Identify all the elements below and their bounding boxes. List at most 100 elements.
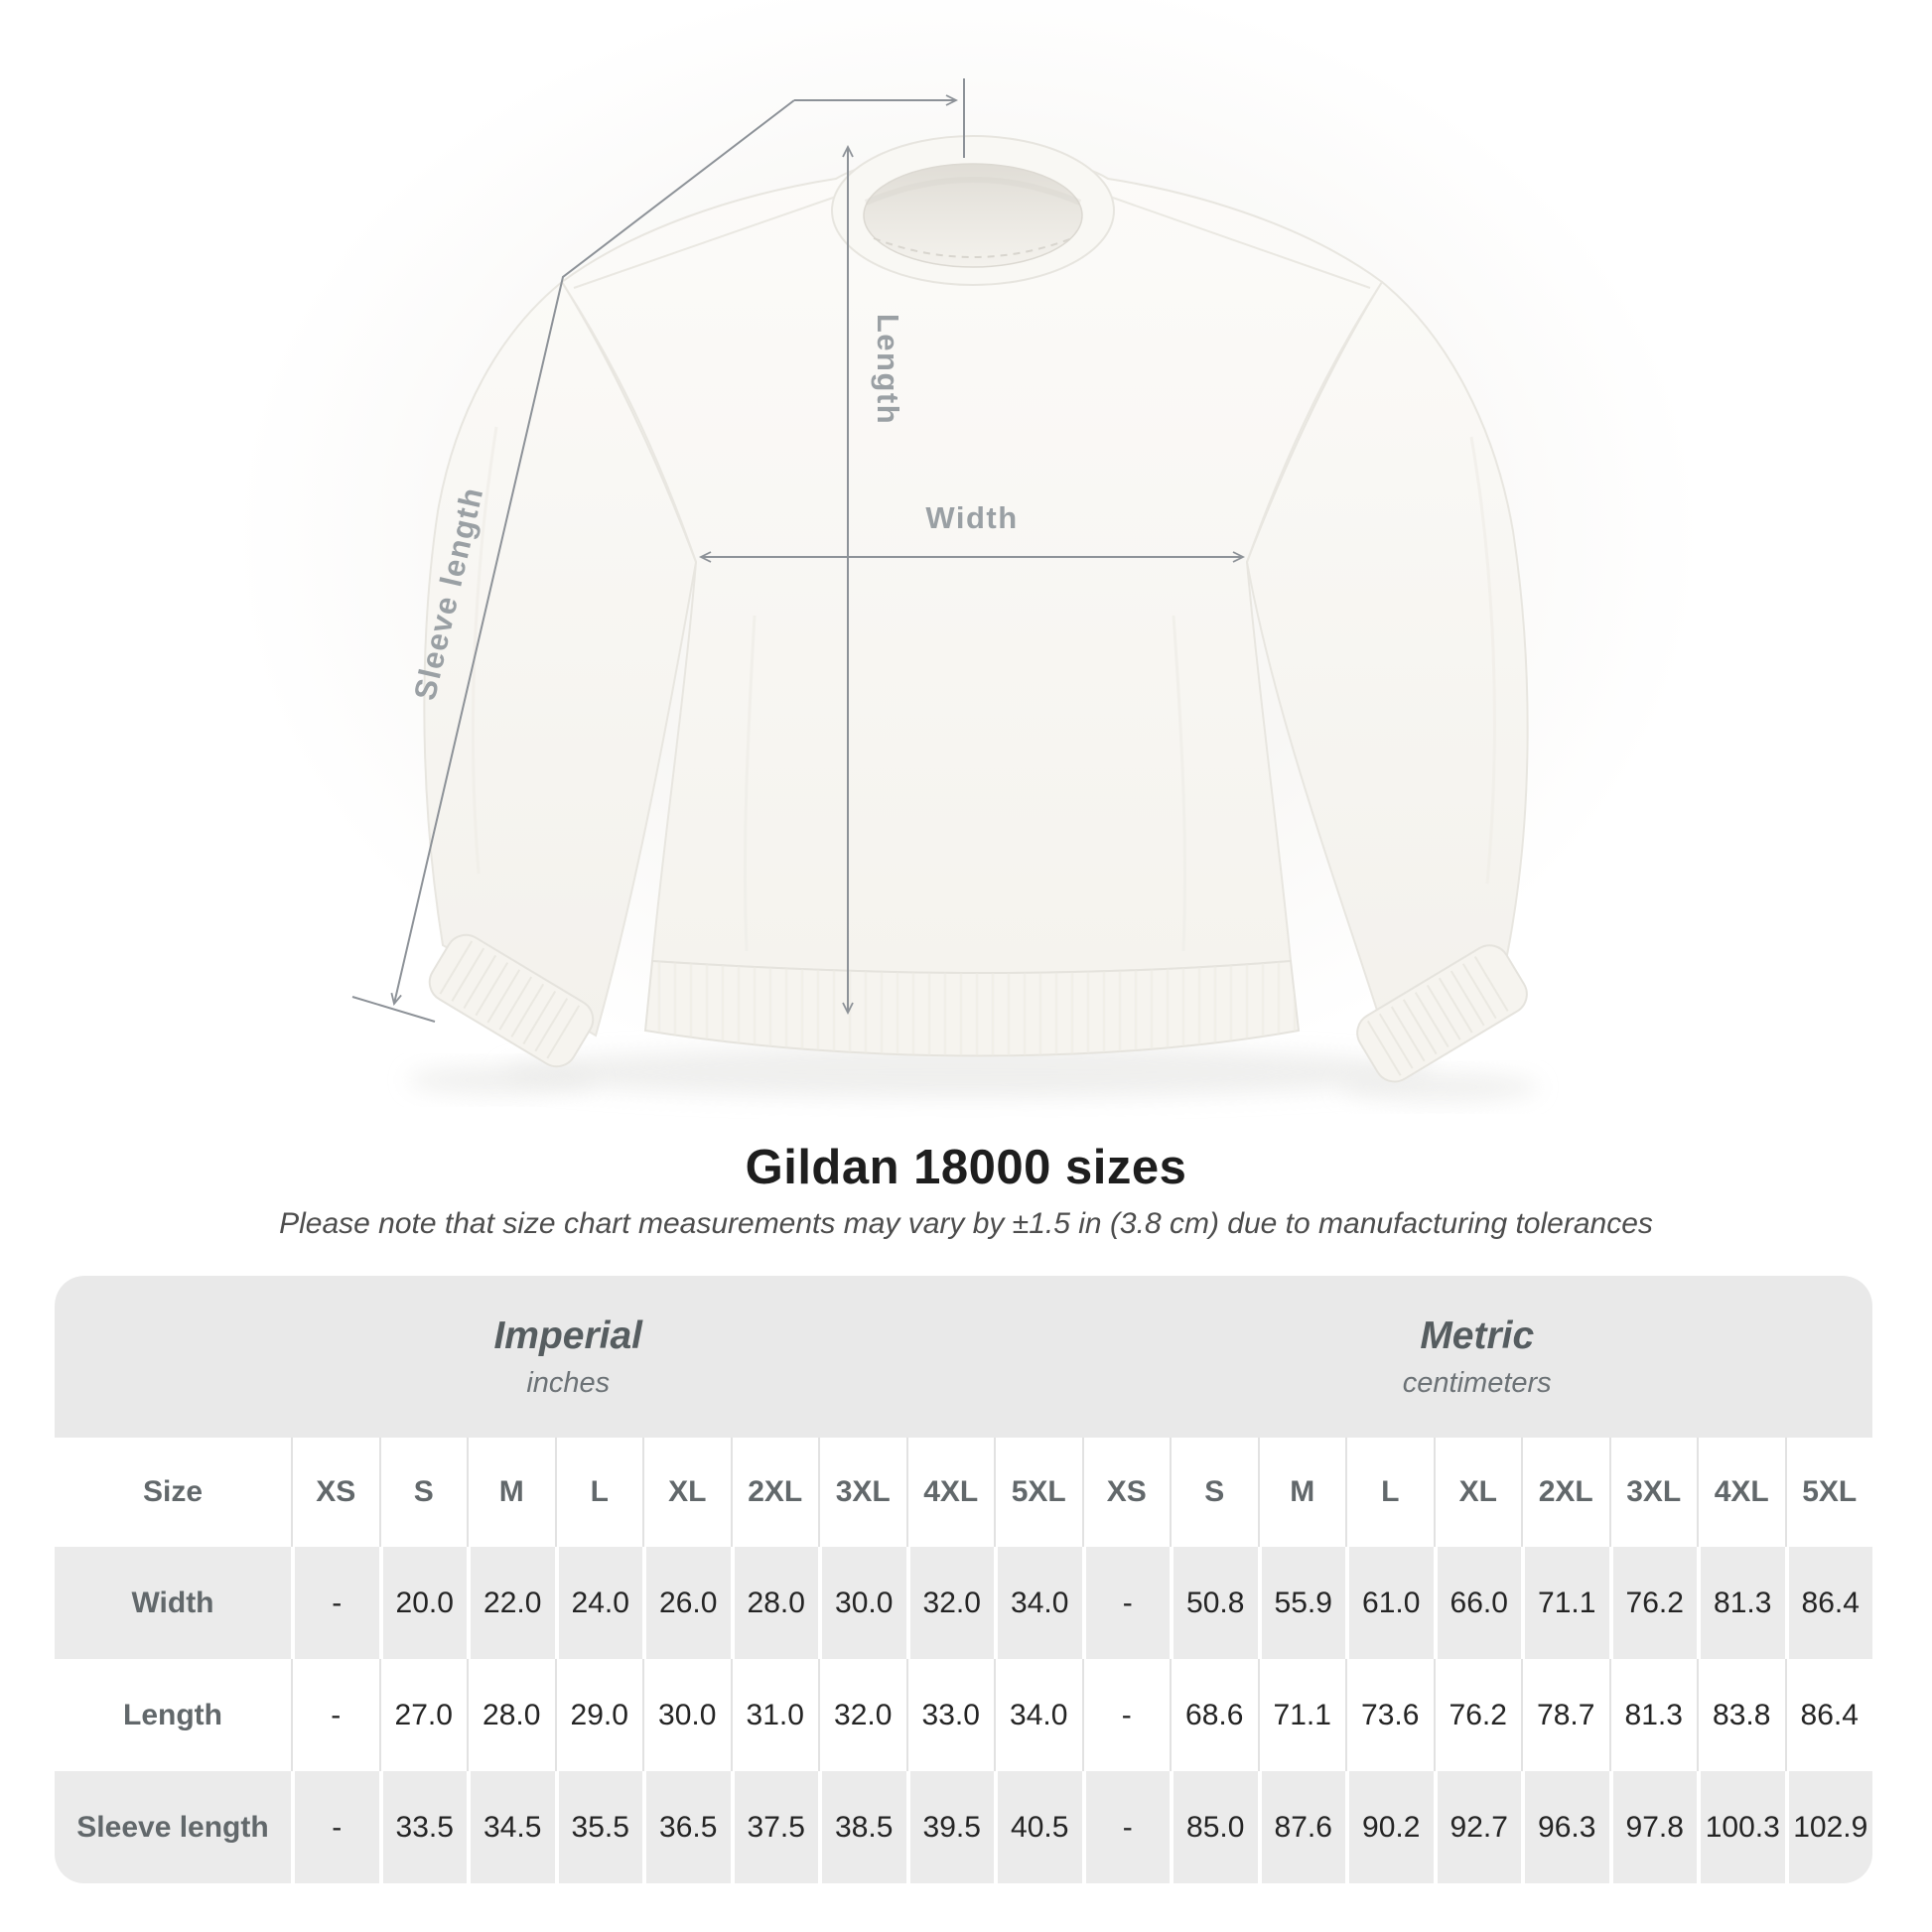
imperial-label: Imperial (493, 1313, 643, 1357)
cell: 50.8 (1170, 1547, 1258, 1659)
cell: 102.9 (1784, 1771, 1872, 1883)
cell: 76.2 (1608, 1547, 1697, 1659)
cell: - (291, 1547, 379, 1659)
unit-system-header-row: Imperial inches Metric centimeters (55, 1276, 1872, 1438)
cell: 30.0 (642, 1659, 731, 1771)
cell: 61.0 (1345, 1547, 1434, 1659)
cell: 32.0 (905, 1547, 994, 1659)
left-cuff (428, 933, 595, 1068)
cell: - (291, 1771, 379, 1883)
cell: 73.6 (1345, 1659, 1434, 1771)
page-title: Gildan 18000 sizes (745, 1141, 1187, 1194)
cell: 40.5 (994, 1771, 1082, 1883)
metric-section-header: Metric centimeters (1081, 1276, 1872, 1438)
cell: 55.9 (1257, 1547, 1345, 1659)
collar (831, 135, 1115, 286)
size-header-imperial-4xl: 4XL (905, 1438, 995, 1547)
cell: - (1081, 1547, 1170, 1659)
cell: 33.5 (378, 1771, 467, 1883)
table-row-length: Length - 27.0 28.0 29.0 30.0 31.0 32.0 3… (55, 1659, 1872, 1771)
cell: 96.3 (1521, 1771, 1609, 1883)
cell: 90.2 (1345, 1771, 1434, 1883)
length-label: Length (871, 314, 905, 425)
cell: 20.0 (378, 1547, 467, 1659)
cell: 66.0 (1433, 1547, 1521, 1659)
cell: 71.1 (1521, 1547, 1609, 1659)
cell: 34.0 (994, 1659, 1082, 1771)
cell: 100.3 (1697, 1771, 1785, 1883)
cell: 28.0 (467, 1659, 555, 1771)
size-header-imperial-m: M (467, 1438, 555, 1547)
cell: 34.0 (994, 1547, 1082, 1659)
cell: 31.0 (730, 1659, 819, 1771)
size-table: Imperial inches Metric centimeters Size … (55, 1276, 1872, 1883)
imperial-section-header: Imperial inches (55, 1276, 1082, 1438)
cell: 78.7 (1521, 1659, 1609, 1771)
cell: 30.0 (818, 1547, 906, 1659)
size-header-metric-4xl: 4XL (1697, 1438, 1785, 1547)
cell: 81.3 (1697, 1547, 1785, 1659)
cell: 32.0 (818, 1659, 906, 1771)
sleeve-length-measure-line (351, 78, 965, 1023)
metric-unit: centimeters (1402, 1366, 1552, 1399)
cell: 86.4 (1784, 1659, 1873, 1771)
sweatshirt-illustration (407, 135, 1539, 1102)
cell: 92.7 (1433, 1771, 1521, 1883)
size-header-row: Size XS S M L XL 2XL 3XL 4XL 5XL XS S M … (55, 1438, 1872, 1547)
cell: 29.0 (554, 1659, 643, 1771)
cell: 24.0 (554, 1547, 642, 1659)
table-row-sleeve-length: Sleeve length - 33.5 34.5 35.5 36.5 37.5… (55, 1771, 1872, 1883)
right-cuff (1356, 944, 1528, 1083)
size-header-metric-5xl: 5XL (1784, 1438, 1873, 1547)
sweatshirt-measurement-diagram: Length Width Sleeve length (233, 0, 1703, 1102)
cell: 83.8 (1697, 1659, 1785, 1771)
cell: - (1081, 1771, 1170, 1883)
cell: 28.0 (730, 1547, 818, 1659)
cell: 97.8 (1608, 1771, 1697, 1883)
cell: 39.5 (905, 1771, 994, 1883)
cell: 37.5 (730, 1771, 818, 1883)
size-header-metric-xs: XS (1081, 1438, 1171, 1547)
measurement-annotations (351, 78, 1246, 1023)
cell: - (291, 1659, 379, 1771)
cell: 76.2 (1433, 1659, 1522, 1771)
tolerance-note: Please note that size chart measurements… (279, 1207, 1653, 1240)
size-header-metric-m: M (1257, 1438, 1346, 1547)
cell: 38.5 (818, 1771, 906, 1883)
row-label-width: Width (55, 1547, 291, 1659)
table-row-width: Width - 20.0 22.0 24.0 26.0 28.0 30.0 32… (55, 1547, 1872, 1659)
size-header-metric-3xl: 3XL (1608, 1438, 1698, 1547)
imperial-unit: inches (526, 1366, 611, 1399)
cell: 33.0 (905, 1659, 995, 1771)
cell: 27.0 (378, 1659, 468, 1771)
size-header-imperial-2xl: 2XL (730, 1438, 819, 1547)
cell: 36.5 (642, 1771, 731, 1883)
left-sleeve (423, 280, 698, 1037)
size-header-imperial-3xl: 3XL (818, 1438, 906, 1547)
row-label-sleeve-length: Sleeve length (55, 1771, 291, 1883)
cell: 35.5 (554, 1771, 642, 1883)
size-header-metric-2xl: 2XL (1521, 1438, 1609, 1547)
size-header-metric-xl: XL (1433, 1438, 1522, 1547)
size-header-metric-s: S (1170, 1438, 1258, 1547)
cell: 71.1 (1257, 1659, 1346, 1771)
size-header-imperial-xs: XS (291, 1438, 379, 1547)
size-header-imperial-s: S (378, 1438, 468, 1547)
cell: 86.4 (1784, 1547, 1872, 1659)
size-header-imperial-xl: XL (642, 1438, 731, 1547)
cell: 22.0 (467, 1547, 555, 1659)
size-header-imperial-l: L (554, 1438, 643, 1547)
cell: 87.6 (1257, 1771, 1345, 1883)
metric-label: Metric (1420, 1313, 1535, 1357)
width-label: Width (925, 500, 1018, 535)
size-header-imperial-5xl: 5XL (994, 1438, 1082, 1547)
cell: 81.3 (1608, 1659, 1698, 1771)
cell: - (1081, 1659, 1171, 1771)
cell: 34.5 (467, 1771, 555, 1883)
cell: 85.0 (1170, 1771, 1258, 1883)
size-column-header: Size (142, 1475, 204, 1508)
cell: 68.6 (1170, 1659, 1258, 1771)
size-header-metric-l: L (1345, 1438, 1434, 1547)
cell: 26.0 (642, 1547, 731, 1659)
